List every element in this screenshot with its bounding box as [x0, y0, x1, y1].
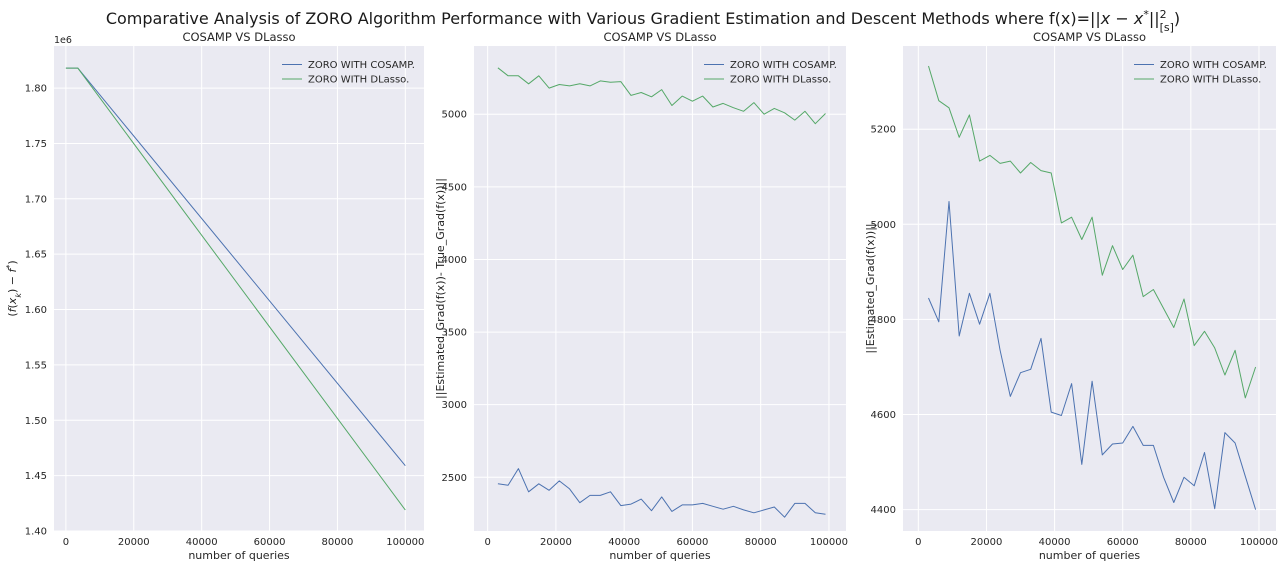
chart-3: 0 20000 40000 60000 80000 100000 4400 4600 4800 5…	[864, 30, 1278, 562]
chart-2: 0 20000 40000 60000 80000 100000 2500 3000 3500 4…	[434, 30, 848, 562]
chart-3-x-tick-label: 80000	[1175, 537, 1207, 548]
chart-2-series-cosamp-line	[497, 468, 826, 518]
chart-2-y-tick-label: 3000	[442, 400, 467, 411]
chart-2-plot-area	[474, 46, 846, 531]
chart-3-legend-label: ZORO WITH COSAMP.	[1160, 60, 1267, 71]
chart-1-y-tick-label: 1.75	[25, 139, 47, 150]
figure-suptitle: Comparative Analysis of ZORO Algorithm P…	[106, 8, 1180, 34]
chart-1-legend-label: ZORO WITH DLasso.	[308, 75, 409, 86]
chart-3-x-tick-label: 20000	[971, 537, 1003, 548]
chart-3-x-tick-label: 100000	[1240, 537, 1278, 548]
chart-3-x-tick-label: 40000	[1039, 537, 1071, 548]
chart-1-x-tick-label: 60000	[254, 537, 286, 548]
chart-1-y-tick-label: 1.70	[25, 194, 47, 205]
chart-3-x-tick-label: 60000	[1107, 537, 1139, 548]
chart-3-y-tick-label: 4600	[871, 410, 896, 421]
chart-1-title: COSAMP VS DLasso	[182, 30, 295, 44]
chart-1-offset-text: 1e6	[54, 35, 72, 46]
chart-2-x-tick-label: 0	[484, 537, 490, 548]
chart-2-legend-label: ZORO WITH COSAMP.	[730, 60, 837, 71]
chart-1-y-tick-label: 1.55	[25, 360, 47, 371]
chart-1-y-tick-label: 1.50	[25, 416, 47, 427]
chart-2-y-tick-label: 3500	[442, 328, 467, 339]
chart-1-y-tick-label: 1.80	[25, 84, 47, 95]
chart-3-title: COSAMP VS DLasso	[1033, 30, 1146, 44]
chart-2-x-tick-label: 40000	[608, 537, 640, 548]
chart-3-plot-area	[903, 46, 1276, 531]
chart-1-legend-label: ZORO WITH COSAMP.	[308, 60, 415, 71]
chart-1-x-tick-label: 0	[63, 537, 69, 548]
chart-2-x-axis-label: number of queries	[609, 549, 711, 562]
chart-3-y-tick-label: 4800	[871, 315, 896, 326]
chart-1-x-tick-label: 40000	[186, 537, 218, 548]
chart-2-y-tick-label: 2500	[442, 473, 467, 484]
chart-2-x-tick-label: 20000	[540, 537, 572, 548]
chart-2-y-axis-label: ||Estimated_Grad(f(x))- True_Grad(f(x))|…	[434, 178, 447, 399]
chart-1-y-tick-label: 1.60	[25, 305, 47, 316]
chart-2-x-tick-label: 80000	[745, 537, 777, 548]
chart-1-x-tick-label: 80000	[322, 537, 354, 548]
chart-1-x-tick-label: 20000	[118, 537, 150, 548]
chart-1-x-tick-label: 100000	[386, 537, 424, 548]
chart-1-plot-area	[54, 46, 424, 531]
chart-1: 0 20000 40000 60000 80000 100000 1.40 1.45 1.50 1…	[5, 30, 425, 562]
chart-1-y-tick-label: 1.40	[25, 527, 47, 538]
chart-3-y-tick-label: 5000	[871, 220, 896, 231]
chart-1-y-tick-label: 1.45	[25, 471, 47, 482]
chart-3-y-tick-label: 5200	[871, 125, 896, 136]
chart-3-x-tick-label: 0	[915, 537, 921, 548]
chart-3-y-axis-label: ||Estimated_Grad(f(x))||	[864, 223, 877, 353]
chart-2-title: COSAMP VS DLasso	[603, 30, 716, 44]
chart-3-y-tick-label: 4400	[871, 505, 896, 516]
chart-1-series-dlasso-line	[65, 67, 406, 511]
chart-2-y-tick-label: 5000	[442, 110, 467, 121]
chart-2-y-tick-label: 4500	[442, 182, 467, 193]
chart-2-x-tick-label: 60000	[677, 537, 709, 548]
chart-1-y-axis-label: (f(xk) − f*)	[5, 260, 23, 316]
chart-3-x-axis-label: number of queries	[1039, 549, 1141, 562]
chart-2-legend-label: ZORO WITH DLasso.	[730, 75, 831, 86]
chart-3-series-dlasso-line	[928, 65, 1257, 399]
chart-2-x-tick-label: 100000	[810, 537, 848, 548]
chart-2-y-tick-label: 4000	[442, 255, 467, 266]
chart-2-series-dlasso-line	[497, 67, 826, 125]
chart-1-y-tick-label: 1.65	[25, 250, 47, 261]
chart-3-legend-label: ZORO WITH DLasso.	[1160, 75, 1261, 86]
chart-1-x-axis-label: number of queries	[188, 549, 290, 562]
chart-3-series-cosamp-line	[928, 201, 1257, 510]
